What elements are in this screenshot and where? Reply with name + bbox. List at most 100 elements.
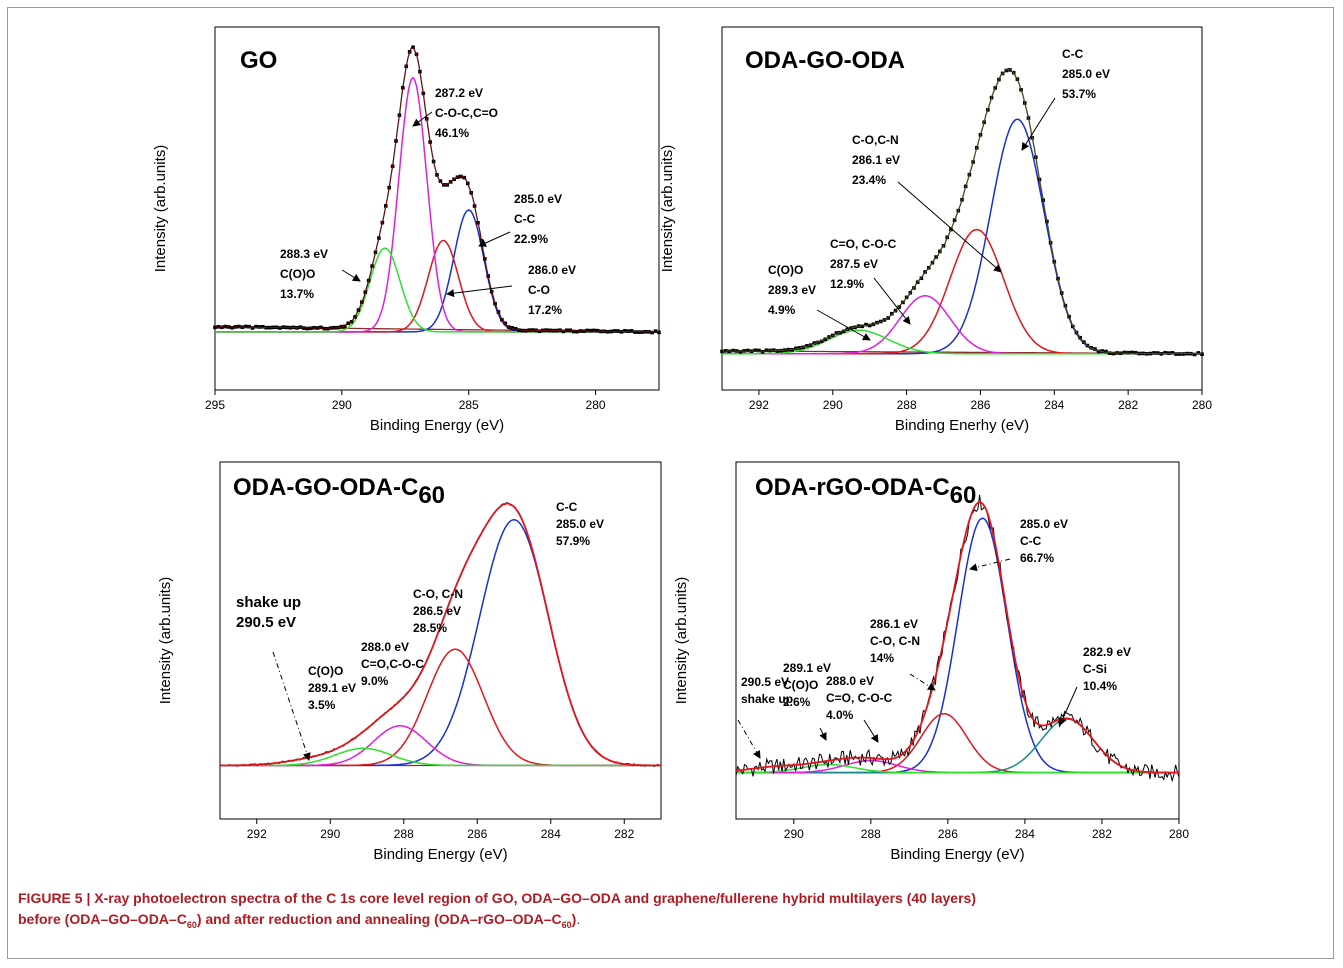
peak-annotation: 66.7%: [1020, 551, 1054, 565]
peak-annotation: 282.9 eV: [1083, 645, 1131, 659]
peak-annotation: 14%: [870, 651, 894, 665]
data-point: [657, 330, 661, 335]
data-point: [305, 326, 310, 331]
data-point: [459, 174, 463, 179]
data-point: [564, 328, 569, 333]
peak-annotation: 285.0 eV: [1020, 517, 1068, 531]
data-point: [1122, 350, 1127, 355]
data-point: [455, 175, 460, 180]
data-point: [298, 325, 303, 329]
data-point: [1192, 352, 1197, 357]
data-point: [1111, 351, 1116, 356]
y-axis-label: Intensity (arb.units): [673, 577, 690, 705]
x-tick-label: 280: [1192, 398, 1212, 412]
plot-area: [721, 26, 1203, 391]
peak-annotation: 290.5 eV: [741, 675, 789, 689]
peak-annotation: C-C: [1062, 47, 1084, 61]
peak-annotation: C=O, C-O-C: [830, 237, 897, 251]
data-point: [875, 320, 879, 325]
chart-title: ODA-GO-ODA-C60: [233, 474, 445, 509]
annotation-arrow: [446, 285, 513, 298]
annotation-arrow: [969, 558, 1011, 572]
x-tick-label: 290: [823, 398, 843, 412]
peak-annotation: 23.4%: [852, 173, 886, 187]
data-point: [510, 326, 514, 330]
data-point: [629, 329, 634, 333]
data-point: [616, 329, 620, 333]
data-point: [812, 341, 817, 345]
data-point: [790, 348, 794, 352]
peak-annotation: 286.1 eV: [852, 153, 900, 167]
caption-line-2e: ): [571, 911, 577, 927]
peak-annotation: 57.9%: [556, 534, 590, 548]
data-point: [592, 328, 596, 333]
x-tick-label: 292: [749, 398, 769, 412]
annotation-arrow: [478, 231, 511, 247]
peak-annotation: 288.0 eV: [826, 674, 874, 688]
chart-panel-4: 290 288 286 284 282 280 Binding Energy (eV) Int…: [673, 461, 1189, 863]
data-point: [738, 350, 743, 354]
data-point: [605, 329, 610, 334]
fit-total: [721, 68, 1202, 355]
annotation-arrow: [737, 719, 761, 759]
data-point: [237, 324, 241, 329]
fit-total: [214, 47, 659, 333]
data-point: [445, 183, 450, 187]
y-axis-label: Intensity (arb.units): [152, 145, 169, 273]
peak-annotation: C-O: [528, 283, 550, 297]
chart-title-subscript: 60: [950, 482, 977, 509]
annotation-arrow: [909, 673, 936, 691]
peak-annotation: C-C: [514, 212, 536, 226]
data-point: [746, 348, 750, 353]
data-point: [633, 330, 637, 334]
chart-title: ODA-GO-ODA: [745, 47, 905, 74]
data-point: [1170, 350, 1175, 355]
fit-component-c_o_o: [220, 747, 661, 767]
data-point: [864, 322, 868, 327]
data-point: [520, 328, 525, 333]
data-point: [623, 329, 627, 333]
data-point: [860, 324, 865, 329]
fit-total: [735, 501, 1179, 774]
data-point: [1163, 350, 1167, 355]
peak-annotation: 288.0 eV: [361, 640, 409, 654]
data-point: [753, 348, 758, 353]
x-tick-label: 290: [332, 398, 352, 412]
data-point: [319, 325, 323, 330]
y-axis-label: Intensity (arb.units): [157, 577, 174, 705]
fit-total: [220, 502, 661, 767]
peak-annotation: 288.3 eV: [280, 247, 328, 261]
data-point: [653, 329, 658, 333]
data-point: [1196, 351, 1201, 355]
data-point: [588, 328, 593, 333]
data-point: [250, 326, 255, 330]
peak-annotation: C(O)O: [768, 263, 803, 277]
fit-component-c_c: [722, 118, 1202, 355]
chart-panel-2: 292 290 288 286 284 282 280 Binding Enerhy (eV)…: [659, 26, 1212, 434]
data-point: [1144, 352, 1149, 356]
annotation-arrow: [1021, 97, 1056, 151]
peak-annotation: 28.5%: [413, 621, 447, 635]
fit-component-c_o_c: [220, 725, 661, 767]
x-tick-label: 286: [970, 398, 990, 412]
data-point: [568, 328, 572, 333]
data-point: [213, 325, 217, 330]
peak-annotation: 2.6%: [783, 695, 811, 709]
chart-title-subscript: 60: [418, 482, 445, 509]
peak-annotation: C(O)O: [783, 678, 818, 692]
peak-annotation: 13.7%: [280, 287, 314, 301]
x-tick-label: 286: [467, 827, 487, 841]
data-point: [842, 329, 846, 334]
xps-figure: 295 290 285 280 Binding Energy (eV) Intensity…: [152, 26, 1212, 863]
peak-annotation: 17.2%: [528, 303, 562, 317]
x-tick-label: 285: [459, 398, 479, 412]
peak-annotation: 12.9%: [830, 277, 864, 291]
data-point: [819, 339, 824, 344]
x-tick-label: 288: [897, 398, 917, 412]
data-point: [281, 325, 286, 329]
peak-annotation: 53.7%: [1062, 87, 1096, 101]
data-point: [794, 346, 798, 351]
peak-annotation: 9.0%: [361, 674, 389, 688]
peak-annotation: 287.2 eV: [435, 86, 483, 100]
data-point: [1200, 352, 1204, 357]
